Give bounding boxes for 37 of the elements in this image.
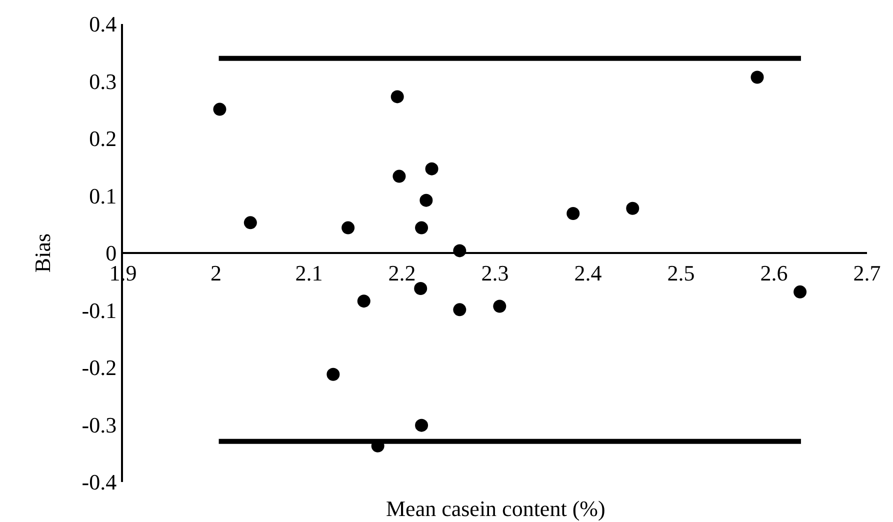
y-tick-label: 0	[106, 240, 117, 266]
y-tick-label: 0.1	[89, 183, 117, 208]
y-tick-label: -0.1	[82, 298, 117, 323]
x-tick-label: 2.5	[667, 260, 695, 286]
point	[213, 102, 226, 116]
y-axis-title: Bias	[30, 233, 56, 273]
point	[415, 418, 428, 432]
x-tick-label: 2.4	[574, 260, 602, 286]
point	[794, 285, 807, 298]
point	[425, 162, 438, 176]
point	[750, 70, 764, 84]
x-axis-title: Mean casein content (%)	[386, 496, 606, 521]
point	[326, 368, 340, 381]
point	[453, 303, 466, 316]
point	[415, 221, 428, 234]
point	[420, 194, 433, 207]
y-tick-label: -0.4	[82, 470, 117, 495]
y-tick-label: 0.4	[89, 12, 117, 37]
point	[342, 221, 355, 234]
y-tick-label: 0.2	[89, 126, 117, 152]
point	[357, 294, 370, 308]
y-tick-label: 0.3	[89, 68, 117, 94]
x-tick-label: 2.7	[853, 260, 881, 286]
x-tick-label: 2.2	[388, 260, 416, 286]
x-tick-label: 2.1	[295, 260, 323, 286]
x-tick-label: 2.3	[481, 260, 509, 286]
x-tick-label: 2	[210, 260, 222, 286]
point	[244, 216, 257, 230]
y-tick-label: -0.3	[82, 412, 117, 438]
x-tick-label: 2.6	[760, 260, 788, 286]
point	[392, 170, 406, 183]
y-tick-label: -0.2	[82, 355, 117, 380]
point	[626, 202, 640, 215]
point	[414, 282, 428, 295]
point	[493, 300, 506, 313]
point	[566, 207, 580, 220]
point	[390, 90, 404, 104]
